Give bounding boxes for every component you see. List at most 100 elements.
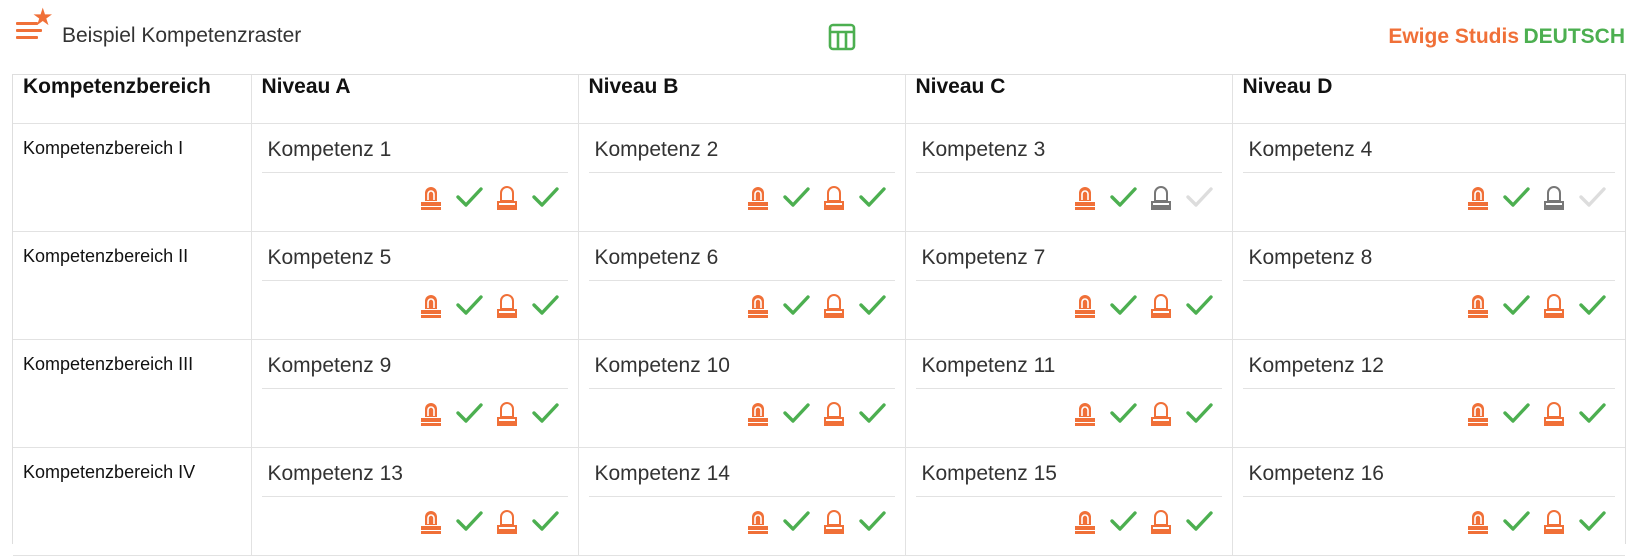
stamp-filled-icon[interactable] [416, 398, 446, 428]
checkmark-icon[interactable] [530, 506, 560, 536]
competency-status [916, 173, 1222, 215]
competency-status [916, 497, 1222, 539]
competency-cell: Kompetenz 7 [904, 231, 1233, 340]
competency-card: Kompetenz 7 [906, 232, 1232, 323]
checkmark-icon[interactable] [1108, 182, 1138, 212]
stamp-filled-icon[interactable] [416, 506, 446, 536]
checkmark-icon[interactable] [1108, 398, 1138, 428]
checkmark-icon[interactable] [1501, 290, 1531, 320]
competency-title[interactable]: Kompetenz 10 [588, 350, 895, 389]
competency-status [589, 281, 895, 323]
checkmark-icon[interactable] [1501, 182, 1531, 212]
checkmark-icon[interactable] [530, 182, 560, 212]
stamp-filled-icon[interactable] [1463, 506, 1493, 536]
checkmark-icon[interactable] [1184, 290, 1214, 320]
menu-star-icon[interactable]: ★ [14, 6, 56, 50]
stamp-outline-icon[interactable] [1539, 506, 1569, 536]
competency-title[interactable]: Kompetenz 1 [261, 134, 568, 173]
table-row: Kompetenzbereich III Kompetenz 9 Kompetenz… [13, 339, 1625, 448]
competency-title[interactable]: Kompetenz 11 [915, 350, 1222, 389]
stamp-outline-icon[interactable] [492, 290, 522, 320]
checkmark-icon[interactable] [454, 182, 484, 212]
competency-status [589, 389, 895, 431]
checkmark-icon[interactable] [781, 506, 811, 536]
stamp-filled-icon[interactable] [743, 398, 773, 428]
checkmark-icon[interactable] [1577, 398, 1607, 428]
stamp-outline-icon[interactable] [819, 182, 849, 212]
table-layout-icon[interactable] [827, 22, 857, 52]
checkmark-icon[interactable] [1501, 398, 1531, 428]
stamp-outline-icon[interactable] [1146, 398, 1176, 428]
checkmark-icon[interactable] [1108, 506, 1138, 536]
stamp-filled-icon[interactable] [1070, 290, 1100, 320]
checkmark-faint-icon[interactable] [1184, 182, 1214, 212]
competency-title[interactable]: Kompetenz 2 [588, 134, 895, 173]
competency-area-label: Kompetenzbereich III [13, 339, 252, 448]
stamp-filled-icon[interactable] [416, 290, 446, 320]
competency-title[interactable]: Kompetenz 3 [915, 134, 1222, 173]
stamp-outline-icon[interactable] [1146, 290, 1176, 320]
stamp-filled-icon[interactable] [743, 182, 773, 212]
checkmark-icon[interactable] [1108, 290, 1138, 320]
stamp-filled-icon[interactable] [743, 290, 773, 320]
competency-cell: Kompetenz 10 [577, 339, 906, 448]
competency-status [262, 497, 568, 539]
stamp-filled-icon[interactable] [416, 182, 446, 212]
stamp-filled-icon[interactable] [1463, 398, 1493, 428]
competency-title[interactable]: Kompetenz 8 [1242, 242, 1615, 281]
stamp-outline-icon[interactable] [492, 182, 522, 212]
competency-title[interactable]: Kompetenz 16 [1242, 458, 1615, 497]
competency-area-label: Kompetenzbereich IV [13, 447, 252, 556]
competency-title[interactable]: Kompetenz 9 [261, 350, 568, 389]
competency-title[interactable]: Kompetenz 14 [588, 458, 895, 497]
competency-title[interactable]: Kompetenz 4 [1242, 134, 1615, 173]
competency-title[interactable]: Kompetenz 15 [915, 458, 1222, 497]
checkmark-icon[interactable] [1577, 506, 1607, 536]
checkmark-icon[interactable] [781, 398, 811, 428]
competency-title[interactable]: Kompetenz 12 [1242, 350, 1615, 389]
checkmark-icon[interactable] [1184, 506, 1214, 536]
checkmark-icon[interactable] [1184, 398, 1214, 428]
checkmark-icon[interactable] [454, 398, 484, 428]
stamp-outline-icon[interactable] [492, 398, 522, 428]
stamp-outline-icon[interactable] [1539, 398, 1569, 428]
competency-title[interactable]: Kompetenz 7 [915, 242, 1222, 281]
checkmark-icon[interactable] [857, 290, 887, 320]
stamp-filled-icon[interactable] [1070, 182, 1100, 212]
stamp-filled-icon[interactable] [743, 506, 773, 536]
competency-status [262, 389, 568, 431]
checkmark-icon[interactable] [1501, 506, 1531, 536]
stamp-outline-icon[interactable] [819, 506, 849, 536]
competency-cell: Kompetenz 15 [904, 447, 1233, 556]
checkmark-icon[interactable] [781, 182, 811, 212]
checkmark-icon[interactable] [857, 182, 887, 212]
competency-status [916, 281, 1222, 323]
stamp-outline-icon[interactable] [1539, 290, 1569, 320]
stamp-filled-icon[interactable] [1070, 398, 1100, 428]
checkmark-icon[interactable] [781, 290, 811, 320]
checkmark-faint-icon[interactable] [1577, 182, 1607, 212]
stamp-filled-icon[interactable] [1070, 506, 1100, 536]
stamp-outline-icon[interactable] [819, 398, 849, 428]
checkmark-icon[interactable] [857, 398, 887, 428]
checkmark-icon[interactable] [530, 398, 560, 428]
competency-status [1243, 389, 1616, 431]
stamp-gray-icon[interactable] [1146, 182, 1176, 212]
checkmark-icon[interactable] [454, 506, 484, 536]
checkmark-icon[interactable] [1577, 290, 1607, 320]
stamp-gray-icon[interactable] [1539, 182, 1569, 212]
stamp-outline-icon[interactable] [492, 506, 522, 536]
checkmark-icon[interactable] [857, 506, 887, 536]
subject-label[interactable]: DEUTSCH [1523, 25, 1625, 48]
user-name[interactable]: Ewige Studis [1388, 25, 1519, 48]
competency-title[interactable]: Kompetenz 6 [588, 242, 895, 281]
competency-title[interactable]: Kompetenz 5 [261, 242, 568, 281]
stamp-outline-icon[interactable] [819, 290, 849, 320]
stamp-outline-icon[interactable] [1146, 506, 1176, 536]
competency-title[interactable]: Kompetenz 13 [261, 458, 568, 497]
checkmark-icon[interactable] [530, 290, 560, 320]
competency-card: Kompetenz 10 [579, 340, 905, 431]
checkmark-icon[interactable] [454, 290, 484, 320]
stamp-filled-icon[interactable] [1463, 182, 1493, 212]
stamp-filled-icon[interactable] [1463, 290, 1493, 320]
